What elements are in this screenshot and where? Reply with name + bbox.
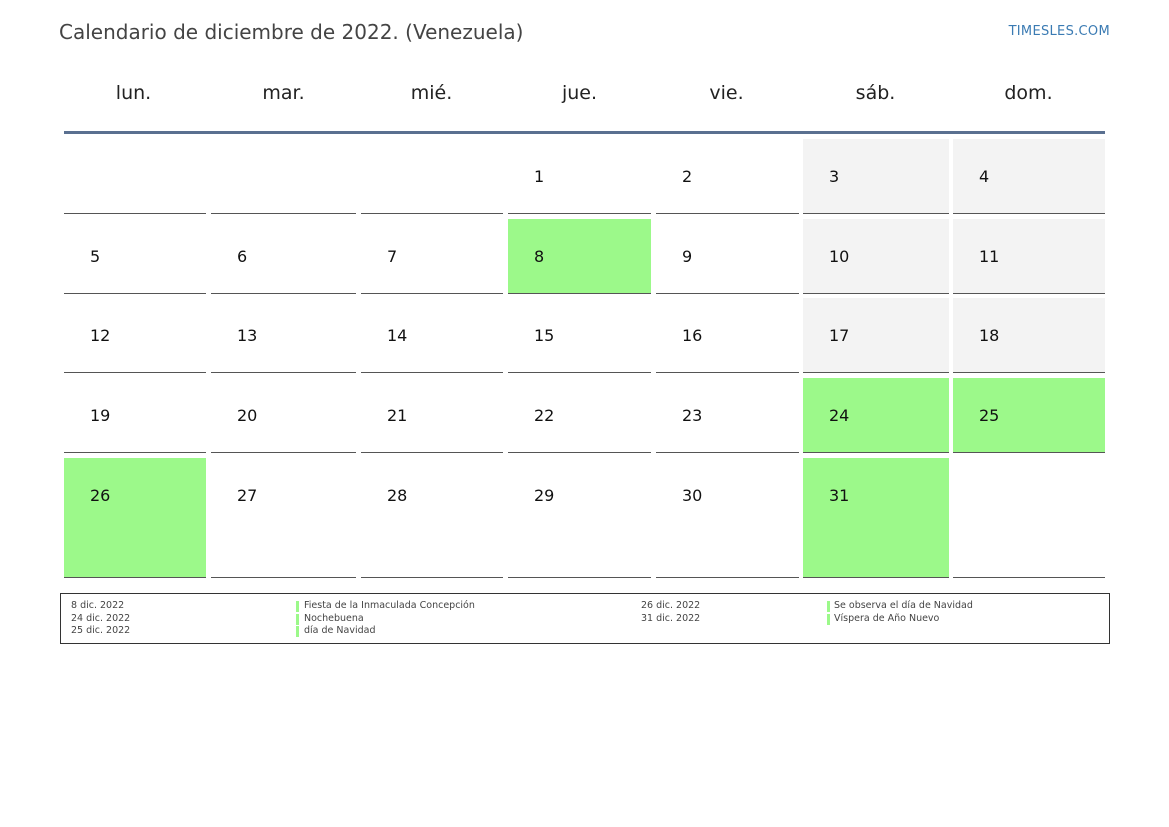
day-number: 10 xyxy=(829,247,850,266)
weekday-sat: sáb. xyxy=(855,82,896,104)
day-cell-3[interactable]: 3 xyxy=(803,139,949,214)
day-number: 30 xyxy=(682,486,703,505)
day-number: 11 xyxy=(979,247,1000,266)
day-number: 19 xyxy=(90,406,111,425)
day-number: 26 xyxy=(90,486,111,505)
legend-swatch xyxy=(827,601,830,612)
day-number: 22 xyxy=(534,406,555,425)
day-cell-17[interactable]: 17 xyxy=(803,298,949,373)
day-number: 17 xyxy=(829,326,850,345)
day-cell-25[interactable]: 25 xyxy=(953,378,1105,453)
day-cell-15[interactable]: 15 xyxy=(508,298,651,373)
day-number: 8 xyxy=(534,247,545,266)
weekday-thu: jue. xyxy=(561,82,598,104)
day-cell-22[interactable]: 22 xyxy=(508,378,651,453)
legend-name: Se observa el día de Navidad xyxy=(834,600,973,611)
day-number: 6 xyxy=(237,247,248,266)
day-cell-26[interactable]: 26 xyxy=(64,458,206,578)
day-cell-2[interactable]: 2 xyxy=(656,139,799,214)
day-number: 20 xyxy=(237,406,258,425)
empty-day-cell-sun xyxy=(953,458,1105,578)
weekday-mon: lun. xyxy=(115,82,152,104)
legend-date: 25 dic. 2022 xyxy=(71,625,131,636)
legend-name: Víspera de Año Nuevo xyxy=(834,612,940,624)
day-number: 7 xyxy=(387,247,398,266)
day-number: 13 xyxy=(237,326,258,345)
day-number: 21 xyxy=(387,406,408,425)
day-number: 18 xyxy=(979,326,1000,345)
day-number: 3 xyxy=(829,167,840,186)
day-number: 9 xyxy=(682,247,693,266)
legend-dates-left: 8 dic. 2022 24 dic. 2022 25 dic. 2022 xyxy=(71,600,130,638)
empty-day-cell-tue xyxy=(211,139,356,214)
day-number: 2 xyxy=(682,167,693,186)
weekday-tue: mar. xyxy=(262,82,305,104)
day-cell-5[interactable]: 5 xyxy=(64,219,206,294)
day-cell-9[interactable]: 9 xyxy=(656,219,799,294)
day-cell-11[interactable]: 11 xyxy=(953,219,1105,294)
site-link[interactable]: TIMESLES.COM xyxy=(1008,24,1110,39)
day-cell-10[interactable]: 10 xyxy=(803,219,949,294)
day-number: 16 xyxy=(682,326,703,345)
day-cell-30[interactable]: 30 xyxy=(656,458,799,578)
legend-name: día de Navidad xyxy=(304,625,376,636)
day-number: 24 xyxy=(829,406,850,425)
day-cell-14[interactable]: 14 xyxy=(361,298,503,373)
day-cell-20[interactable]: 20 xyxy=(211,378,356,453)
legend-swatch xyxy=(827,613,830,625)
weekday-header: lun. mar. mié. jue. vie. sáb. dom. xyxy=(61,82,1108,116)
page-title: Calendario de diciembre de 2022. (Venezu… xyxy=(59,20,524,44)
legend-names-right: Se observa el día de Navidad Víspera de … xyxy=(834,600,973,625)
day-cell-23[interactable]: 23 xyxy=(656,378,799,453)
empty-day-cell-mon xyxy=(64,139,206,214)
day-number: 1 xyxy=(534,167,545,186)
day-number: 4 xyxy=(979,167,990,186)
day-cell-12[interactable]: 12 xyxy=(64,298,206,373)
empty-day-cell-wed xyxy=(361,139,503,214)
day-cell-21[interactable]: 21 xyxy=(361,378,503,453)
day-cell-4[interactable]: 4 xyxy=(953,139,1105,214)
weekday-sun: dom. xyxy=(1004,82,1053,104)
day-number: 14 xyxy=(387,326,408,345)
legend-names-left: Fiesta de la Inmaculada Concepción Noche… xyxy=(304,600,475,638)
day-cell-8[interactable]: 8 xyxy=(508,219,651,294)
day-number: 5 xyxy=(90,247,101,266)
day-number: 31 xyxy=(829,486,850,505)
day-number: 27 xyxy=(237,486,258,505)
weekday-fri: vie. xyxy=(709,82,744,104)
legend-swatch xyxy=(296,613,299,625)
day-cell-6[interactable]: 6 xyxy=(211,219,356,294)
day-cell-13[interactable]: 13 xyxy=(211,298,356,373)
day-number: 29 xyxy=(534,486,555,505)
legend-dates-right: 26 dic. 2022 31 dic. 2022 xyxy=(641,600,700,625)
day-cell-24[interactable]: 24 xyxy=(803,378,949,453)
day-cell-16[interactable]: 16 xyxy=(656,298,799,373)
legend-date: 31 dic. 2022 xyxy=(641,612,701,624)
legend-name: Fiesta de la Inmaculada Concepción xyxy=(304,600,475,611)
day-number: 28 xyxy=(387,486,408,505)
day-cell-28[interactable]: 28 xyxy=(361,458,503,578)
legend-swatch xyxy=(296,601,299,612)
legend-swatch xyxy=(296,626,299,637)
day-cell-27[interactable]: 27 xyxy=(211,458,356,578)
day-number: 15 xyxy=(534,326,555,345)
legend-date: 26 dic. 2022 xyxy=(641,600,701,611)
day-cell-18[interactable]: 18 xyxy=(953,298,1105,373)
day-cell-19[interactable]: 19 xyxy=(64,378,206,453)
day-cell-1[interactable]: 1 xyxy=(508,139,651,214)
day-cell-29[interactable]: 29 xyxy=(508,458,651,578)
legend-date: 24 dic. 2022 xyxy=(71,612,131,624)
day-number: 23 xyxy=(682,406,703,425)
legend-name: Nochebuena xyxy=(304,612,364,624)
weekday-wed: mié. xyxy=(410,82,453,104)
day-cell-31[interactable]: 31 xyxy=(803,458,949,578)
day-number: 12 xyxy=(90,326,111,345)
day-number: 25 xyxy=(979,406,1000,425)
header-rule xyxy=(64,131,1105,134)
holiday-legend: 8 dic. 2022 24 dic. 2022 25 dic. 2022 Fi… xyxy=(60,593,1110,644)
day-cell-7[interactable]: 7 xyxy=(361,219,503,294)
legend-date: 8 dic. 2022 xyxy=(71,600,125,611)
